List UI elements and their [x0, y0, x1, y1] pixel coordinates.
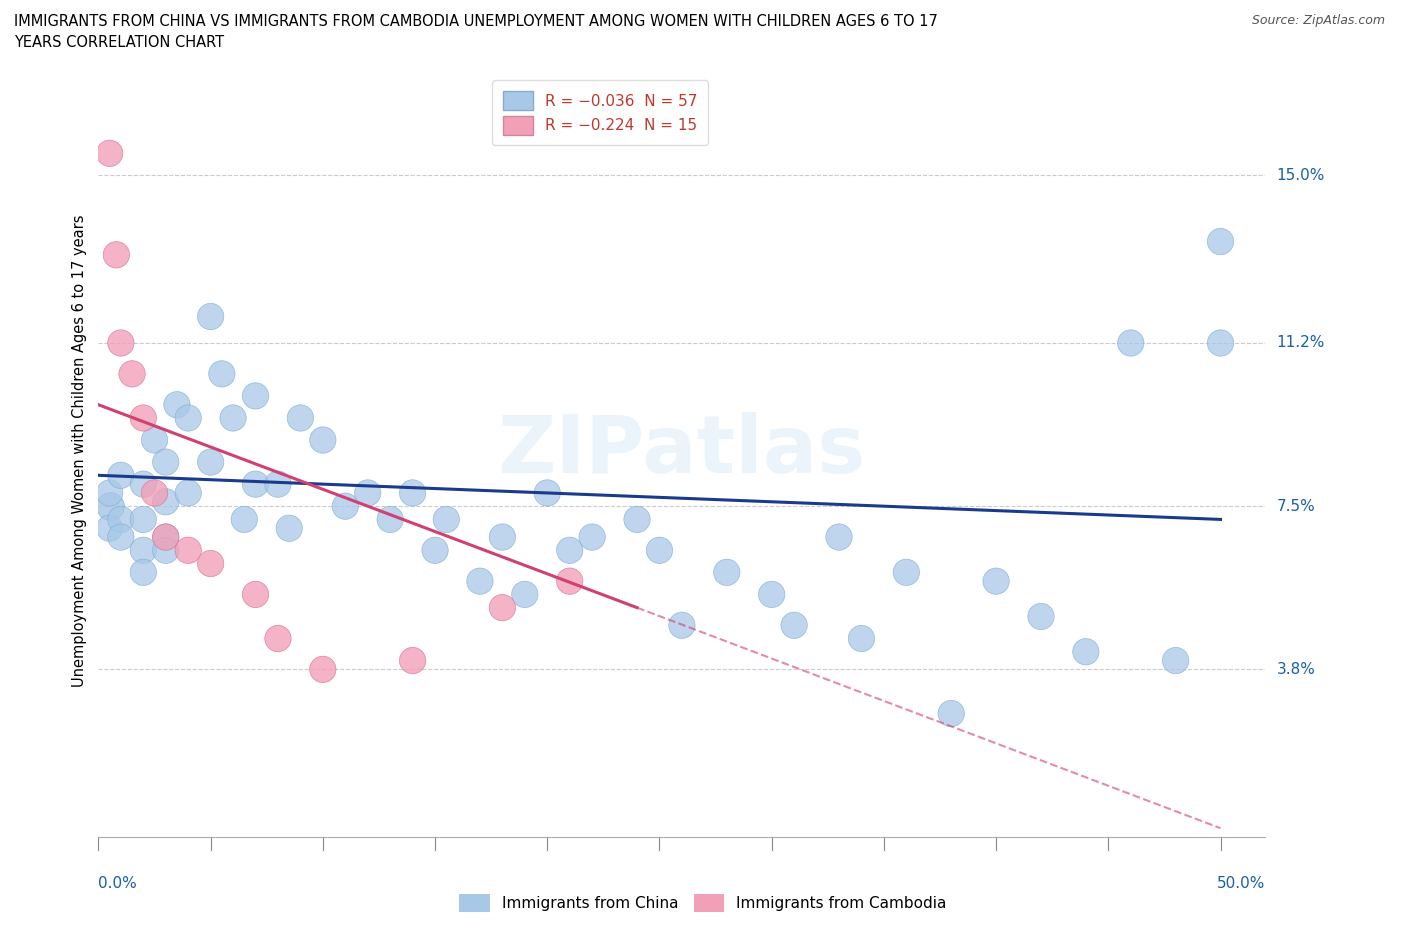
Point	[1209, 336, 1232, 351]
Point	[1029, 609, 1052, 624]
Point	[828, 529, 851, 544]
Point	[143, 432, 166, 447]
Point	[166, 397, 188, 412]
Point	[200, 309, 222, 324]
Point	[1164, 653, 1187, 668]
Point	[177, 410, 200, 425]
Point	[110, 529, 132, 544]
Point	[155, 495, 177, 510]
Text: YEARS CORRELATION CHART: YEARS CORRELATION CHART	[14, 35, 224, 50]
Point	[155, 529, 177, 544]
Point	[851, 631, 873, 646]
Point	[401, 485, 423, 500]
Point	[581, 529, 603, 544]
Point	[98, 146, 121, 161]
Point	[245, 477, 267, 492]
Point	[491, 600, 513, 615]
Point	[110, 336, 132, 351]
Point	[233, 512, 256, 527]
Point	[671, 618, 693, 632]
Point	[110, 512, 132, 527]
Text: ZIPatlas: ZIPatlas	[498, 412, 866, 490]
Point	[245, 389, 267, 404]
Point	[558, 574, 581, 589]
Y-axis label: Unemployment Among Women with Children Ages 6 to 17 years: Unemployment Among Women with Children A…	[72, 215, 87, 687]
Point	[155, 529, 177, 544]
Point	[423, 543, 446, 558]
Text: 11.2%: 11.2%	[1277, 336, 1324, 351]
Text: IMMIGRANTS FROM CHINA VS IMMIGRANTS FROM CAMBODIA UNEMPLOYMENT AMONG WOMEN WITH : IMMIGRANTS FROM CHINA VS IMMIGRANTS FROM…	[14, 14, 938, 29]
Point	[558, 543, 581, 558]
Point	[1119, 336, 1142, 351]
Point	[222, 410, 245, 425]
Point	[98, 485, 121, 500]
Point	[312, 432, 335, 447]
Point	[200, 455, 222, 470]
Legend: R = −0.036  N = 57, R = −0.224  N = 15: R = −0.036 N = 57, R = −0.224 N = 15	[492, 81, 709, 145]
Point	[98, 498, 121, 513]
Point	[1074, 644, 1097, 659]
Point	[941, 706, 963, 721]
Point	[267, 631, 290, 646]
Point	[648, 543, 671, 558]
Point	[468, 574, 491, 589]
Point	[155, 455, 177, 470]
Point	[290, 410, 312, 425]
Point	[110, 468, 132, 483]
Point	[536, 485, 558, 500]
Point	[401, 653, 423, 668]
Text: Source: ZipAtlas.com: Source: ZipAtlas.com	[1251, 14, 1385, 27]
Point	[98, 521, 121, 536]
Point	[716, 565, 738, 579]
Text: 15.0%: 15.0%	[1277, 168, 1324, 183]
Legend: Immigrants from China, Immigrants from Cambodia: Immigrants from China, Immigrants from C…	[453, 888, 953, 918]
Point	[513, 587, 536, 602]
Point	[132, 512, 155, 527]
Point	[211, 366, 233, 381]
Point	[761, 587, 783, 602]
Point	[143, 485, 166, 500]
Point	[335, 498, 357, 513]
Point	[177, 485, 200, 500]
Point	[200, 556, 222, 571]
Point	[267, 477, 290, 492]
Point	[177, 543, 200, 558]
Point	[132, 565, 155, 579]
Point	[783, 618, 806, 632]
Point	[434, 512, 457, 527]
Point	[105, 247, 128, 262]
Point	[984, 574, 1007, 589]
Point	[312, 662, 335, 677]
Point	[380, 512, 402, 527]
Text: 50.0%: 50.0%	[1218, 876, 1265, 891]
Text: 7.5%: 7.5%	[1277, 498, 1315, 513]
Point	[626, 512, 648, 527]
Point	[132, 543, 155, 558]
Point	[245, 587, 267, 602]
Point	[155, 543, 177, 558]
Point	[1209, 234, 1232, 249]
Point	[132, 410, 155, 425]
Text: 0.0%: 0.0%	[98, 876, 138, 891]
Point	[132, 477, 155, 492]
Point	[278, 521, 301, 536]
Point	[357, 485, 380, 500]
Point	[491, 529, 513, 544]
Text: 3.8%: 3.8%	[1277, 662, 1316, 677]
Point	[896, 565, 918, 579]
Point	[121, 366, 143, 381]
